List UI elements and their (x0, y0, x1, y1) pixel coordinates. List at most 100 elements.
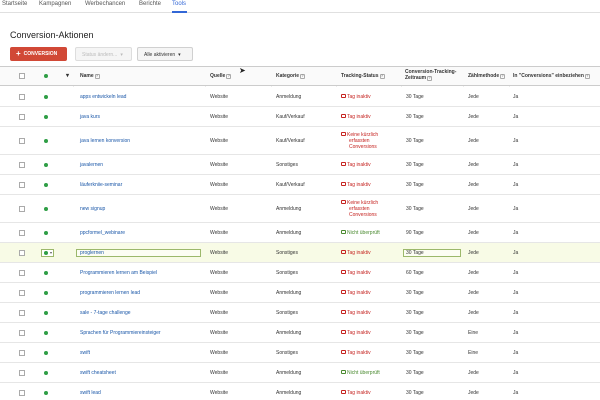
sort-down-icon[interactable]: ▾ (66, 73, 70, 79)
tab-berichte[interactable]: Berichte (139, 1, 162, 7)
row-checkbox[interactable] (19, 390, 25, 396)
chevron-down-icon: ▾ (178, 52, 181, 58)
count-method-cell: Jede (468, 162, 479, 168)
table-row[interactable]: swift lead Website Anmeldung 30 Tage Jede Ja T… (0, 383, 600, 400)
name-edit-field[interactable] (76, 249, 201, 257)
help-icon[interactable]: ? (379, 74, 385, 79)
table-row[interactable]: java lernen konversion Website Kauf/Verkau… (0, 127, 600, 155)
conversion-name-link[interactable]: swift lead (80, 390, 101, 396)
help-icon[interactable]: ? (500, 74, 506, 79)
row-checkbox[interactable] (19, 94, 25, 100)
tracking-status: Tag inaktiv (341, 350, 371, 356)
tracking-status-text: Tag inaktiv (347, 310, 371, 316)
conversion-name-link[interactable]: proglernen (80, 250, 104, 256)
tracking-status: Nicht überprüft (341, 230, 380, 236)
tab-werbechancen[interactable]: Werbechancen (85, 1, 126, 7)
header-tracking-period[interactable]: Conversion-Tracking- Zeitraum? (405, 69, 457, 81)
include-cell: Ja (513, 230, 519, 236)
row-checkbox[interactable] (19, 370, 25, 376)
conversion-name-link[interactable]: Programmieren lernen am Beispiel (80, 270, 157, 276)
table-row[interactable]: javalernen Website Sonstiges 30 Tage Jede Ja T… (0, 155, 600, 175)
period-cell: 90 Tage (406, 230, 424, 236)
row-checkbox[interactable] (19, 230, 25, 236)
tag-icon (341, 132, 346, 136)
table-row[interactable]: sale - 7-tage challenge Website Sonstiges 3… (0, 303, 600, 323)
conversion-name-link[interactable]: apps entwickeln lead (80, 94, 127, 100)
help-icon[interactable]: ? (427, 76, 433, 81)
chevron-down-icon: ▾ (50, 250, 53, 255)
table-row[interactable]: swift Website Sonstiges 30 Tage Eine Ja Tag in… (0, 343, 600, 363)
header-count-method[interactable]: Zählmethode? (468, 73, 506, 79)
help-icon[interactable]: ? (300, 74, 306, 79)
table-row[interactable]: apps entwickeln lead Website Anmeldung 30 T… (0, 87, 600, 107)
header-name[interactable]: Name? (80, 73, 100, 79)
table-row[interactable]: Programmieren lernen am Beispiel Website S… (0, 263, 600, 283)
tag-icon (341, 330, 346, 334)
conversion-name-link[interactable]: new signup (80, 206, 106, 212)
table-row[interactable]: swift cheatsheet Website Anmeldung 30 Tage J… (0, 363, 600, 383)
conversion-name-link[interactable]: swift (80, 350, 90, 356)
conversion-name-link[interactable]: java kurs (80, 114, 101, 120)
row-checkbox[interactable] (19, 290, 25, 296)
row-checkbox[interactable] (19, 330, 25, 336)
row-checkbox[interactable] (19, 250, 25, 256)
tracking-status: Tag inaktiv (341, 270, 371, 276)
activate-all-dropdown[interactable]: Alle aktivieren ▾ (137, 47, 193, 61)
status-dot-icon (44, 207, 48, 211)
status-dot-icon (44, 251, 48, 255)
row-checkbox[interactable] (19, 162, 25, 168)
tracking-status: Tag inaktiv (341, 310, 371, 316)
help-icon[interactable]: ? (94, 74, 100, 79)
tab-tools[interactable]: Tools (172, 1, 187, 7)
tracking-status-text: Tag inaktiv (347, 390, 371, 396)
tag-icon (341, 162, 346, 166)
select-all-checkbox[interactable] (19, 73, 25, 79)
row-checkbox[interactable] (19, 310, 25, 316)
conversion-name-link[interactable]: programmieren lernen lead (80, 290, 141, 296)
period-cell: 30 Tage (406, 330, 424, 336)
header-category[interactable]: Kategorie? (276, 73, 306, 79)
change-status-dropdown[interactable]: Status ändern... ▾ (75, 47, 132, 61)
status-dropdown[interactable]: ▾ (41, 249, 54, 257)
count-method-cell: Jede (468, 114, 479, 120)
table-row[interactable]: ▾ proglernen Website Sonstiges 30 Tage Jede Ja… (0, 243, 600, 263)
table-row[interactable]: programmieren lernen lead Website Anmeldun… (0, 283, 600, 303)
category-cell: Anmeldung (276, 230, 302, 236)
row-checkbox[interactable] (19, 270, 25, 276)
tracking-status: Tag inaktiv (341, 94, 371, 100)
row-checkbox[interactable] (19, 182, 25, 188)
header-source[interactable]: Quelle? (210, 73, 232, 79)
add-conversion-button[interactable]: + CONVERSION (10, 47, 67, 61)
header-tracking-status[interactable]: Tracking-Status? (341, 73, 385, 79)
conversion-name-link[interactable]: javalernen (80, 162, 104, 168)
count-method-cell: Jede (468, 370, 479, 376)
category-cell: Sonstiges (276, 350, 298, 356)
table-row[interactable]: Sprachen für Programmiereinsteiger Websit… (0, 323, 600, 343)
help-icon[interactable]: ? (584, 74, 590, 79)
conversion-name-link[interactable]: sale - 7-tage challenge (80, 310, 131, 316)
conversion-name-link[interactable]: swift cheatsheet (80, 370, 116, 376)
count-method-cell: Eine (468, 350, 479, 356)
table-row[interactable]: ppcformel_webinare Website Anmeldung 90 Tag… (0, 223, 600, 243)
conversion-name-link[interactable]: ppcformel_webinare (80, 230, 126, 236)
row-checkbox[interactable] (19, 138, 25, 144)
count-method-cell: Jede (468, 270, 479, 276)
help-icon[interactable]: ? (226, 74, 232, 79)
period-edit-field[interactable] (403, 249, 461, 257)
tag-icon (341, 114, 346, 118)
tag-icon (341, 370, 346, 374)
source-cell: Website (210, 370, 228, 376)
row-checkbox[interactable] (19, 206, 25, 212)
conversion-name-link[interactable]: läuferkniie-seminar (80, 182, 123, 188)
conversion-name-link[interactable]: Sprachen für Programmiereinsteiger (80, 330, 161, 336)
conversion-name-link[interactable]: java lernen konversion (80, 138, 131, 144)
table-row[interactable]: java kurs Website Kauf/Verkauf 30 Tage Jede J… (0, 107, 600, 127)
header-include-in-conversions[interactable]: In "Conversions" einbeziehen? (513, 73, 590, 79)
tab-startseite[interactable]: Startseite (2, 1, 28, 7)
row-checkbox[interactable] (19, 350, 25, 356)
table-row[interactable]: new signup Website Anmeldung 30 Tage Jede Ja K… (0, 195, 600, 223)
table-row[interactable]: läuferkniie-seminar Website Kauf/Verkauf 30… (0, 175, 600, 195)
tab-kampagnen[interactable]: Kampagnen (39, 1, 72, 7)
status-dot-icon (44, 95, 48, 99)
row-checkbox[interactable] (19, 114, 25, 120)
